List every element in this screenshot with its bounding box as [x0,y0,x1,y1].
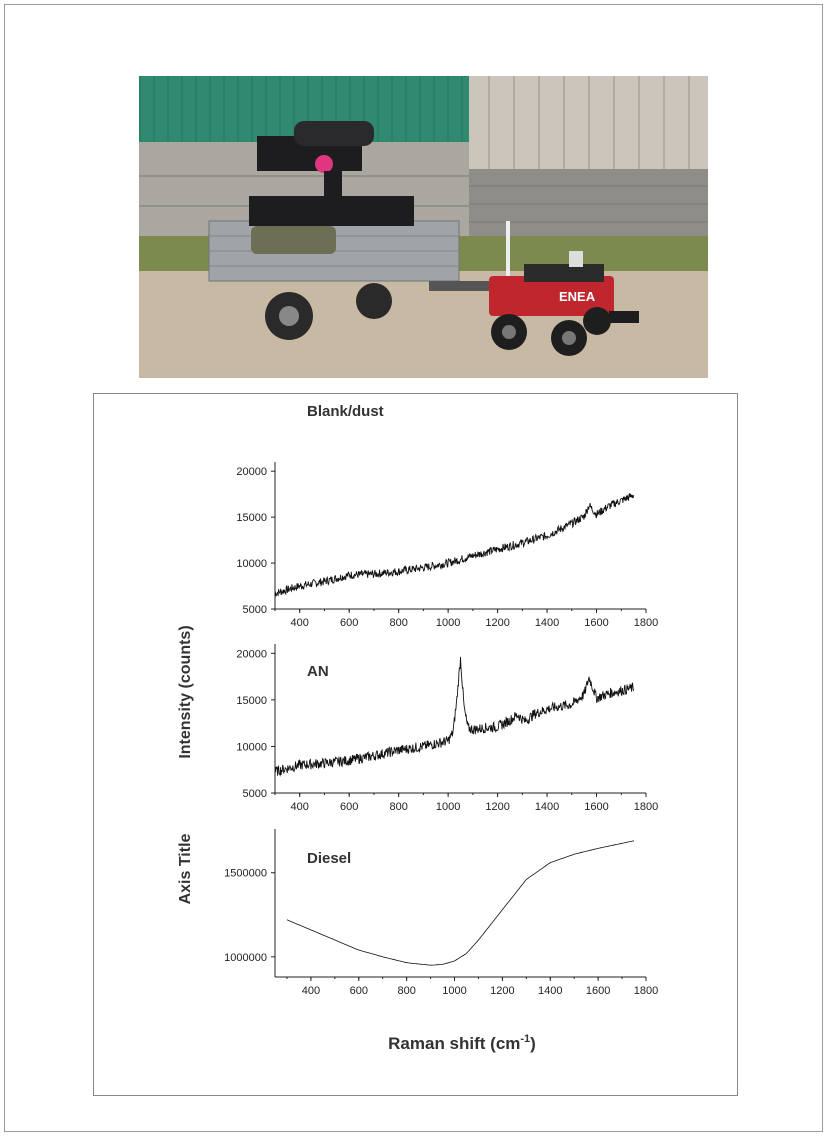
x-tick-label: 1000 [436,801,460,813]
y-tick-label: 10000 [236,558,267,570]
x-tick-label: 400 [291,801,309,813]
x-tick-label: 1400 [535,617,559,629]
x-tick-label: 1400 [538,985,562,997]
x-axis-label: Raman shift (cm-1) [388,1033,536,1053]
enea-robot-body [489,276,614,316]
y-tick-label: 20000 [236,466,267,478]
y-tick-label: 15000 [236,512,267,524]
x-tick-label: 1000 [436,617,460,629]
robot-trailer-photo: ENEA [139,76,708,378]
y-tick-label: 1000000 [224,952,267,964]
panel-title: Blank/dust [307,403,384,420]
x-tick-label: 1600 [584,801,608,813]
panel-blank-dust: 400 600 800 1000 1200 1400 1600 1800 5000 10000 15… [236,403,658,629]
x-tick-label: 800 [397,985,415,997]
x-tick-label: 1800 [634,617,658,629]
y-axis-label-axis-title: Axis Title [177,833,194,904]
y-tick-label: 1500000 [224,868,267,880]
x-tick-label: 1200 [485,801,509,813]
x-tick-label: 800 [389,617,407,629]
x-tick-label: 600 [340,617,358,629]
x-tick-label: 400 [291,617,309,629]
y-tick-label: 20000 [236,648,267,660]
series-line [274,656,635,777]
panel-title: Diesel [307,850,351,867]
y-tick-label: 10000 [236,741,267,753]
x-tick-label: 1400 [535,801,559,813]
spectra-svg: 400 600 800 1000 1200 1400 1600 1800 5000 10000 15… [177,403,658,1053]
x-tick-label: 1800 [634,985,658,997]
x-tick-label: 600 [340,801,358,813]
x-tick-label: 800 [389,801,407,813]
figure-frame [4,4,823,1132]
panel-title: AN [307,663,329,680]
x-tick-label: 600 [350,985,368,997]
x-tick-label: 1000 [442,985,466,997]
x-tick-label: 1200 [490,985,514,997]
x-tick-label: 1600 [586,985,610,997]
x-tick-label: 400 [302,985,320,997]
raman-spectra-figure: 400 600 800 1000 1200 1400 1600 1800 5000 10000 15… [93,393,738,1096]
x-tick-label: 1800 [634,801,658,813]
y-tick-label: 15000 [236,695,267,707]
series-line [274,493,635,597]
series-line [286,840,635,966]
panel-an: 400 600 800 1000 1200 1400 1600 1800 5000 10000 15… [236,644,658,813]
y-tick-label: 5000 [243,604,267,616]
y-tick-label: 5000 [243,788,267,800]
y-axis-label-intensity: Intensity (counts) [177,625,194,758]
x-tick-label: 1600 [584,617,608,629]
panel-diesel: 400 600 800 1000 1200 1400 1600 1800 1000000 1500… [224,829,658,997]
robot-logo: ENEA [559,289,596,304]
x-tick-label: 1200 [485,617,509,629]
